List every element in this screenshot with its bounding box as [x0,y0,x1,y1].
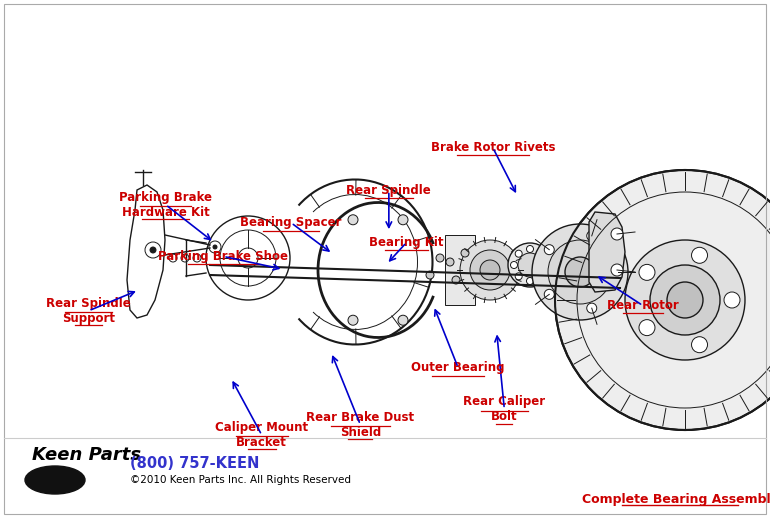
Text: Rear Spindle: Rear Spindle [346,184,431,197]
Circle shape [348,215,358,225]
Circle shape [532,224,628,320]
Circle shape [169,254,177,262]
Text: ©2010 Keen Parts Inc. All Rights Reserved: ©2010 Keen Parts Inc. All Rights Reserve… [130,475,351,485]
Circle shape [480,260,500,280]
Circle shape [543,262,550,268]
Circle shape [426,271,434,279]
Text: Parking Brake
Hardware Kit: Parking Brake Hardware Kit [119,191,212,219]
Circle shape [587,231,597,241]
Text: Bearing Kit: Bearing Kit [370,236,444,249]
Polygon shape [589,212,625,292]
Circle shape [639,320,655,336]
Text: Outer Bearing: Outer Bearing [411,361,505,375]
Circle shape [537,273,545,280]
Circle shape [470,250,510,290]
Circle shape [181,254,189,262]
Circle shape [213,245,217,249]
Circle shape [611,228,623,240]
Circle shape [537,250,545,257]
Bar [445,235,475,305]
Circle shape [691,247,708,263]
Circle shape [398,315,408,325]
Text: Complete Bearing Assembly: Complete Bearing Assembly [581,494,770,507]
Circle shape [691,337,708,353]
Circle shape [527,278,534,284]
Circle shape [587,303,597,313]
Circle shape [398,215,408,225]
Circle shape [461,249,469,257]
Circle shape [625,240,745,360]
Circle shape [565,257,595,287]
Circle shape [639,264,655,280]
Text: Brake Rotor Rivets: Brake Rotor Rivets [430,141,555,154]
Text: Rear Rotor: Rear Rotor [607,299,679,312]
Text: Rear Brake Dust
Shield: Rear Brake Dust Shield [306,411,414,439]
Circle shape [613,267,623,277]
Circle shape [611,264,623,276]
Circle shape [515,250,522,257]
Text: Rear Spindle
Support: Rear Spindle Support [46,297,131,325]
Circle shape [518,253,542,277]
Circle shape [460,240,520,300]
Circle shape [452,276,460,284]
Circle shape [667,282,703,318]
Circle shape [446,258,454,266]
Circle shape [436,254,444,262]
Circle shape [724,292,740,308]
Circle shape [555,170,770,430]
Circle shape [508,243,552,287]
Text: Bearing Spacer: Bearing Spacer [240,216,342,229]
Circle shape [544,290,554,299]
Circle shape [348,315,358,325]
Text: Keen Parts: Keen Parts [32,446,141,464]
Circle shape [548,240,612,304]
Text: Parking Brake Shoe: Parking Brake Shoe [159,250,288,263]
Circle shape [527,246,534,252]
Circle shape [150,247,156,253]
Circle shape [511,262,517,268]
Circle shape [209,241,221,253]
Text: Rear Caliper
Bolt: Rear Caliper Bolt [464,395,545,423]
Text: (800) 757-KEEN: (800) 757-KEEN [130,455,259,470]
Text: Caliper Mount
Bracket: Caliper Mount Bracket [216,421,308,449]
Circle shape [193,254,201,262]
Circle shape [515,273,522,280]
Circle shape [544,244,554,255]
Circle shape [650,265,720,335]
Ellipse shape [25,466,85,494]
